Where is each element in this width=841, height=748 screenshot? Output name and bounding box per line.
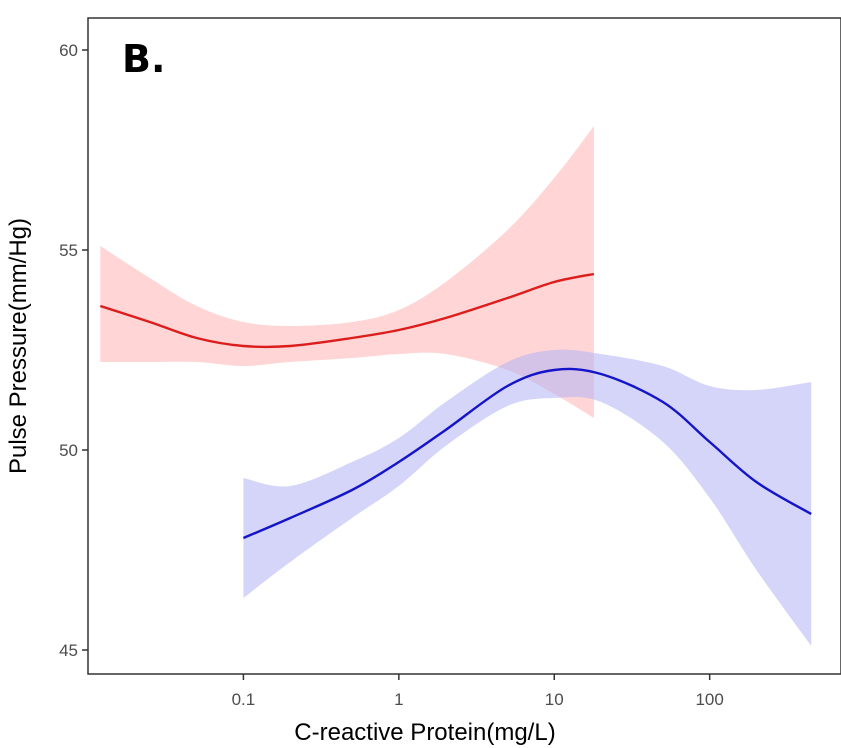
- y-axis-ticks: 45 50 55 60: [59, 41, 88, 660]
- confidence-bands: [100, 126, 812, 646]
- y-axis-title: Pulse Pressure(mm/Hg): [5, 218, 32, 474]
- y-tick-label: 60: [59, 41, 78, 60]
- y-tick-label: 50: [59, 441, 78, 460]
- x-tick-label: 10: [545, 690, 564, 709]
- y-tick-label: 45: [59, 641, 78, 660]
- series-line-2: [242, 367, 812, 540]
- confidence-band-1: [100, 126, 594, 418]
- x-axis-title: C-reactive Protein(mg/L): [294, 719, 555, 746]
- series-lines: [99, 272, 812, 540]
- x-tick-label: 1: [394, 690, 403, 709]
- y-tick-label: 55: [59, 241, 78, 260]
- panel-label: B.: [122, 37, 165, 81]
- x-tick-label: 100: [695, 690, 723, 709]
- series-line-1: [99, 272, 595, 349]
- plot-border: [87, 17, 841, 675]
- x-tick-label: 0.1: [232, 690, 256, 709]
- x-axis-ticks: 0.1 1 10 100: [232, 674, 724, 709]
- confidence-band-2: [243, 349, 812, 646]
